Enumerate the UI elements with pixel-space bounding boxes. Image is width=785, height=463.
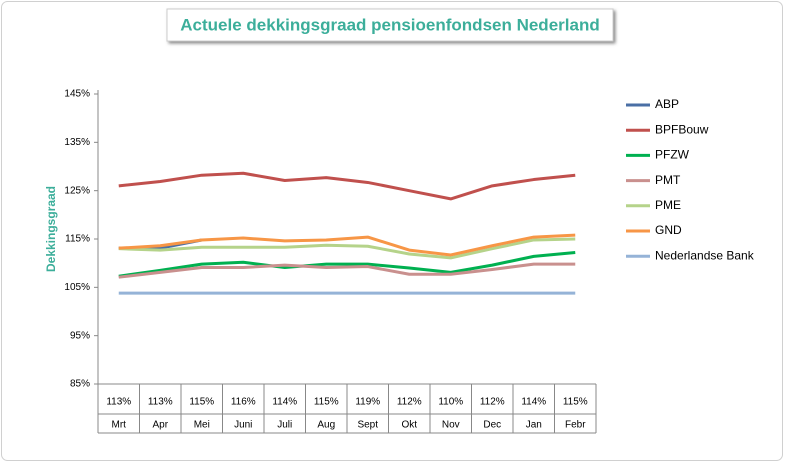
table-cell: 119%: [355, 397, 380, 408]
x-tick-label: Juni: [234, 420, 252, 431]
y-tick-label: 105%: [64, 282, 90, 293]
table-cell: 112%: [397, 397, 422, 408]
y-tick-label: 85%: [70, 379, 90, 390]
y-tick-label: 115%: [65, 234, 90, 245]
x-tick-label: Aug: [317, 420, 335, 431]
legend-label: BPFBouw: [655, 122, 709, 136]
x-tick-label: Mrt: [112, 420, 127, 431]
x-tick-label: Sept: [357, 420, 378, 431]
legend-label: GND: [655, 223, 682, 237]
table-cell: 110%: [438, 397, 463, 408]
table-cell: 115%: [189, 397, 214, 408]
table-cell: 114%: [521, 397, 546, 408]
series-line: [118, 233, 576, 257]
table-cell: 113%: [148, 397, 173, 408]
legend-label: PME: [655, 198, 681, 212]
legend-label: PFZW: [655, 148, 690, 162]
legend-label: PMT: [655, 173, 681, 187]
series-line: [118, 171, 576, 201]
title-box: [166, 8, 614, 42]
x-tick-label: Mei: [194, 420, 210, 431]
x-tick-label: Nov: [442, 420, 460, 431]
x-tick-label: Juli: [277, 420, 292, 431]
legend-label: Nederlandse Bank: [655, 248, 755, 262]
table-cell: 115%: [563, 397, 588, 408]
y-tick-label: 95%: [70, 330, 90, 341]
x-tick-label: Apr: [152, 420, 168, 431]
y-axis-label: Dekkingsgraad: [44, 186, 58, 272]
y-tick-label: 135%: [64, 137, 90, 148]
series-line: [118, 251, 576, 278]
x-tick-label: Febr: [565, 420, 586, 431]
legend-label: ABP: [655, 97, 679, 111]
series-line: [118, 262, 576, 279]
table-cell: 113%: [106, 397, 131, 408]
table-cell: 116%: [231, 397, 256, 408]
table-cell: 112%: [480, 397, 505, 408]
chart-title: Actuele dekkingsgraad pensioenfondsen Ne…: [180, 15, 599, 34]
table-cell: 114%: [272, 397, 297, 408]
x-tick-label: Jan: [526, 420, 542, 431]
y-tick-label: 145%: [64, 89, 90, 100]
y-tick-label: 125%: [64, 185, 90, 196]
x-tick-label: Dec: [483, 420, 501, 431]
table-cell: 115%: [314, 397, 339, 408]
series-line: [118, 237, 576, 260]
x-tick-label: Okt: [401, 420, 417, 431]
